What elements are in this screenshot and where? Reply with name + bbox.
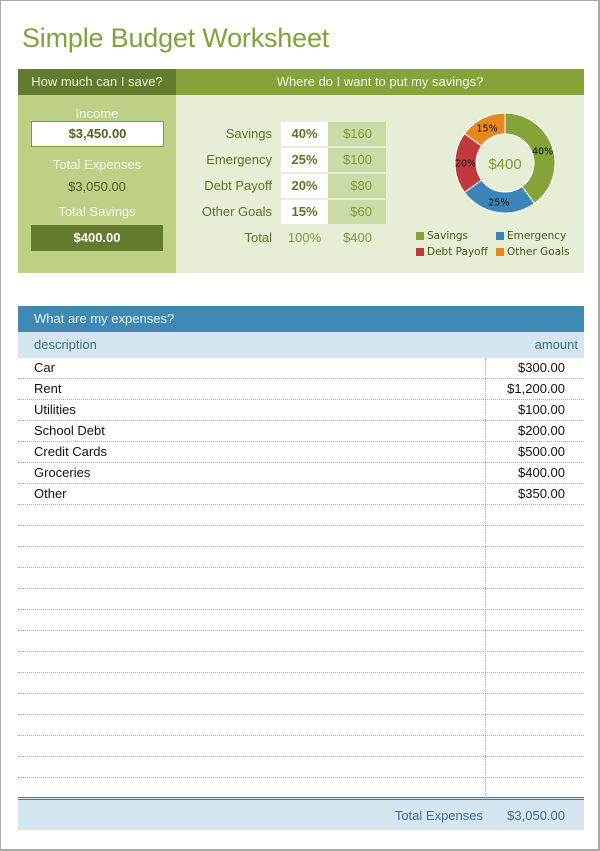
donut-slice-label: 40% [532,146,553,157]
allocation-name: Emergency [206,152,272,167]
expense-amount[interactable]: $400.00 [518,465,565,480]
expenses-column-headers: description amount [18,332,584,358]
allocation-row-total: Total 100% $400 [176,226,406,250]
table-row-empty[interactable] [18,652,584,673]
expenses-header: What are my expenses? [18,306,584,332]
table-row-empty[interactable] [18,505,584,526]
expense-description[interactable]: Credit Cards [34,444,107,459]
allocation-row-debt-payoff: Debt Payoff 20% $80 [176,174,406,198]
legend-swatch-icon [416,248,424,256]
table-row-empty[interactable] [18,547,584,568]
allocation-total-amount: $400 [343,230,372,245]
income-input[interactable]: $3,450.00 [31,121,164,147]
table-row[interactable]: Groceries $400.00 [18,463,584,484]
table-row[interactable]: Car $300.00 [18,358,584,379]
table-row-empty[interactable] [18,631,584,652]
save-panel: How much can I save? Income $3,450.00 To… [18,69,176,273]
allocation-amount: $60 [328,200,386,224]
allocation-percent-input[interactable]: 25% [281,148,328,172]
allocation-amount: $80 [328,174,386,198]
table-row-empty[interactable] [18,778,584,799]
expense-amount[interactable]: $100.00 [518,402,565,417]
donut-slice-savings [504,112,556,205]
table-row[interactable]: Other $350.00 [18,484,584,505]
table-row-empty[interactable] [18,736,584,757]
expense-amount[interactable]: $200.00 [518,423,565,438]
donut-slice-other-goals [463,112,506,147]
allocation-name: Savings [225,126,272,141]
donut-center-label: $400 [488,156,521,173]
allocation-percent-input[interactable]: 15% [281,200,328,224]
expenses-footer: Total Expenses $3,050.00 [18,797,584,830]
table-row-empty[interactable] [18,568,584,589]
savings-donut-chart: $400 40% 25% 20% 15% [430,107,580,227]
allocation-row-other-goals: Other Goals 15% $60 [176,200,406,224]
table-row-empty[interactable] [18,757,584,778]
donut-slice-label: 15% [477,123,498,134]
save-panel-header: How much can I save? [18,69,176,95]
legend-swatch-icon [496,248,504,256]
total-savings-label: Total Savings [58,204,136,219]
column-header-description: description [34,337,97,352]
expense-description[interactable]: Utilities [34,402,76,417]
income-label: Income [75,106,119,121]
legend-item-other-goals: Other Goals [496,246,570,258]
allocation-panel: Where do I want to put my savings? Savin… [176,69,584,273]
column-divider [485,358,486,798]
expenses-rows: Car $300.00 Rent $1,200.00 Utilities $100.0… [18,358,584,799]
allocation-percent-input[interactable]: 20% [281,174,328,198]
legend-item-savings: Savings [416,230,468,242]
total-expenses-label: Total Expenses [52,157,142,172]
expense-amount[interactable]: $500.00 [518,444,565,459]
allocation-total-percent: 100% [287,230,322,245]
footer-total-value: $3,050.00 [507,808,565,823]
donut-slice-label: 20% [455,159,476,170]
savings-overview: How much can I save? Income $3,450.00 To… [18,69,584,273]
expense-amount[interactable]: $350.00 [518,486,565,501]
expense-description[interactable]: Rent [34,381,62,396]
legend-label: Emergency [507,230,567,242]
expense-description[interactable]: School Debt [34,423,105,438]
legend-item-emergency: Emergency [496,230,566,242]
expenses-table: What are my expenses? description amount… [18,306,584,830]
expense-amount[interactable]: $1,200.00 [507,381,565,396]
expense-description[interactable]: Car [34,360,55,375]
legend-swatch-icon [496,232,504,240]
table-row-empty[interactable] [18,589,584,610]
allocation-amount: $160 [328,122,386,146]
expense-description[interactable]: Groceries [34,465,91,480]
allocation-panel-header: Where do I want to put my savings? [176,69,584,95]
legend-item-debt-payoff: Debt Payoff [416,246,488,258]
table-row-empty[interactable] [18,715,584,736]
allocation-percent-input[interactable]: 40% [281,122,328,146]
expense-amount[interactable]: $300.00 [518,360,565,375]
allocation-row-emergency: Emergency 25% $100 [176,148,406,172]
allocation-total-label: Total [244,230,272,245]
allocation-amount: $100 [328,148,386,172]
expense-description[interactable]: Other [34,486,67,501]
legend-label: Savings [427,230,469,242]
allocation-name: Other Goals [201,204,272,219]
donut-slice-label: 25% [488,198,509,209]
column-header-amount: amount [534,337,578,352]
donut-chart-svg: $400 40% 25% 20% 15% [454,112,556,214]
legend-label: Other Goals [507,246,570,258]
total-expenses-value: $3,050.00 [68,179,126,194]
table-row[interactable]: Rent $1,200.00 [18,379,584,400]
footer-total-label: Total Expenses [394,808,483,823]
table-row[interactable]: Credit Cards $500.00 [18,442,584,463]
table-row-empty[interactable] [18,526,584,547]
table-row[interactable]: School Debt $200.00 [18,421,584,442]
total-savings-value: $400.00 [31,225,163,251]
table-row-empty[interactable] [18,673,584,694]
legend-label: Debt Payoff [427,246,488,258]
table-row-empty[interactable] [18,610,584,631]
page-title: Simple Budget Worksheet [22,23,330,53]
legend-swatch-icon [416,232,424,240]
table-row[interactable]: Utilities $100.00 [18,400,584,421]
allocation-name: Debt Payoff [204,178,272,193]
allocation-row-savings: Savings 40% $160 [176,122,406,146]
table-row-empty[interactable] [18,694,584,715]
